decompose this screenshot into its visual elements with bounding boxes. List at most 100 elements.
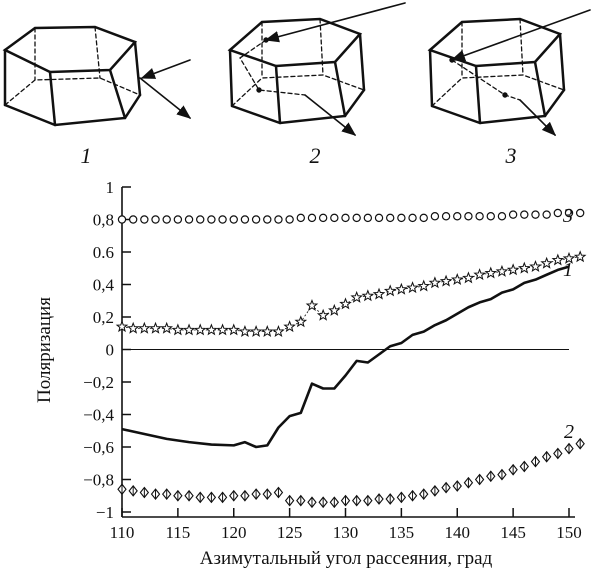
series-3-point (151, 215, 160, 224)
series-3-point (296, 213, 305, 223)
series-3-point (117, 215, 127, 224)
series-1-point (529, 260, 542, 272)
series-1-point (540, 256, 553, 269)
series-2-point (541, 450, 552, 463)
series-2-point (161, 488, 172, 501)
series-2-point (195, 491, 205, 504)
series-2-point (150, 488, 161, 501)
series-2-point (117, 483, 127, 496)
series-1-point (350, 290, 363, 303)
series-connector (121, 256, 581, 333)
series-1-point (294, 315, 308, 328)
series-3-point (386, 213, 395, 223)
series-3-point (508, 210, 518, 219)
series-3-point (251, 215, 261, 224)
series-3-point (542, 210, 551, 219)
series-1-point (518, 261, 531, 274)
series-2-point (374, 493, 384, 505)
series-2-point (407, 489, 418, 502)
series-2-point (206, 491, 217, 504)
series-2-point (251, 488, 261, 501)
x-tick-label: 115 (165, 523, 190, 542)
series-3-point (341, 213, 350, 223)
series-1-point (305, 299, 319, 311)
series-2-point (385, 493, 395, 505)
series-1-point (450, 273, 464, 285)
series-3-point (397, 213, 406, 223)
series-1-point (506, 263, 520, 276)
series-1-point (573, 250, 587, 263)
series-1-point (562, 251, 576, 264)
series-1-point (339, 297, 352, 310)
series-3-point (486, 212, 495, 221)
series-3-point (263, 215, 272, 224)
y-tick-label: 0,2 (93, 308, 114, 327)
series-2-point (441, 481, 451, 494)
x-tick-label: 120 (221, 523, 247, 542)
series-2-point (530, 455, 541, 468)
y-tick-label: 1 (106, 178, 115, 197)
x-tick-label: 145 (500, 523, 526, 542)
series-3-point (408, 213, 417, 223)
series-1-point (126, 321, 140, 334)
series-3-point (274, 215, 283, 224)
series-2-point (396, 491, 407, 504)
x-tick-label: 140 (445, 523, 471, 542)
series-3-point (330, 213, 339, 223)
series-1-point (495, 264, 509, 277)
series-3-point (419, 213, 428, 223)
series-2-point (318, 496, 328, 509)
series-1-point (484, 266, 498, 279)
series-1-point (361, 289, 375, 302)
series-1-point (149, 321, 162, 334)
series-3-point (453, 212, 462, 221)
series-3-point (285, 215, 294, 224)
series-1-point (272, 325, 285, 337)
series-3-point (352, 213, 361, 223)
series-2-point (329, 496, 340, 509)
x-tick-label: 110 (110, 523, 135, 542)
curve-label-3: 3 (562, 205, 573, 227)
series-2-point (564, 442, 574, 455)
series-3-point (229, 215, 238, 224)
series-2-point (474, 473, 485, 486)
series-1-point (462, 271, 475, 284)
y-tick-label: 0.6 (93, 243, 114, 262)
series-2-point (217, 491, 228, 504)
series-3-point (441, 212, 451, 221)
series-2-point (575, 437, 585, 450)
x-tick-label: 150 (556, 523, 582, 542)
series-3-point (140, 215, 149, 224)
series-2-point (273, 486, 284, 499)
series-1-point (383, 284, 397, 297)
series-2-point (340, 494, 351, 507)
series-2-point (307, 496, 317, 509)
series-1-point (115, 320, 129, 333)
series-1-point (406, 281, 419, 294)
y-tick-label: −0,8 (83, 471, 114, 490)
series-2-point (128, 484, 138, 497)
series-3-point (575, 208, 585, 218)
y-tick-label: −0,4 (83, 406, 114, 425)
curve-label-2: 2 (564, 421, 574, 443)
y-tick-label: −0,2 (83, 373, 114, 392)
series-1-point (238, 325, 252, 337)
prism-3 (427, 9, 591, 137)
series-2-point (497, 468, 507, 481)
series-1-point (205, 323, 218, 336)
series-3-point (374, 213, 384, 223)
series-1-point (216, 323, 229, 336)
panel-label-3: 3 (505, 143, 517, 168)
series-3-point (363, 213, 373, 223)
y-tick-label: −0,6 (83, 438, 114, 457)
series-1-point (249, 325, 263, 337)
series-3-point (128, 215, 138, 224)
curve-label-1: 1 (563, 259, 573, 281)
x-axis-label: Азимутальный угол рассеяния, град (200, 548, 493, 569)
series-2-point (463, 476, 474, 489)
series-1-point (138, 321, 151, 334)
series-2-point (508, 463, 518, 476)
series-2-point (452, 480, 462, 492)
series-1-point (328, 303, 341, 316)
series-1-point (193, 323, 207, 336)
